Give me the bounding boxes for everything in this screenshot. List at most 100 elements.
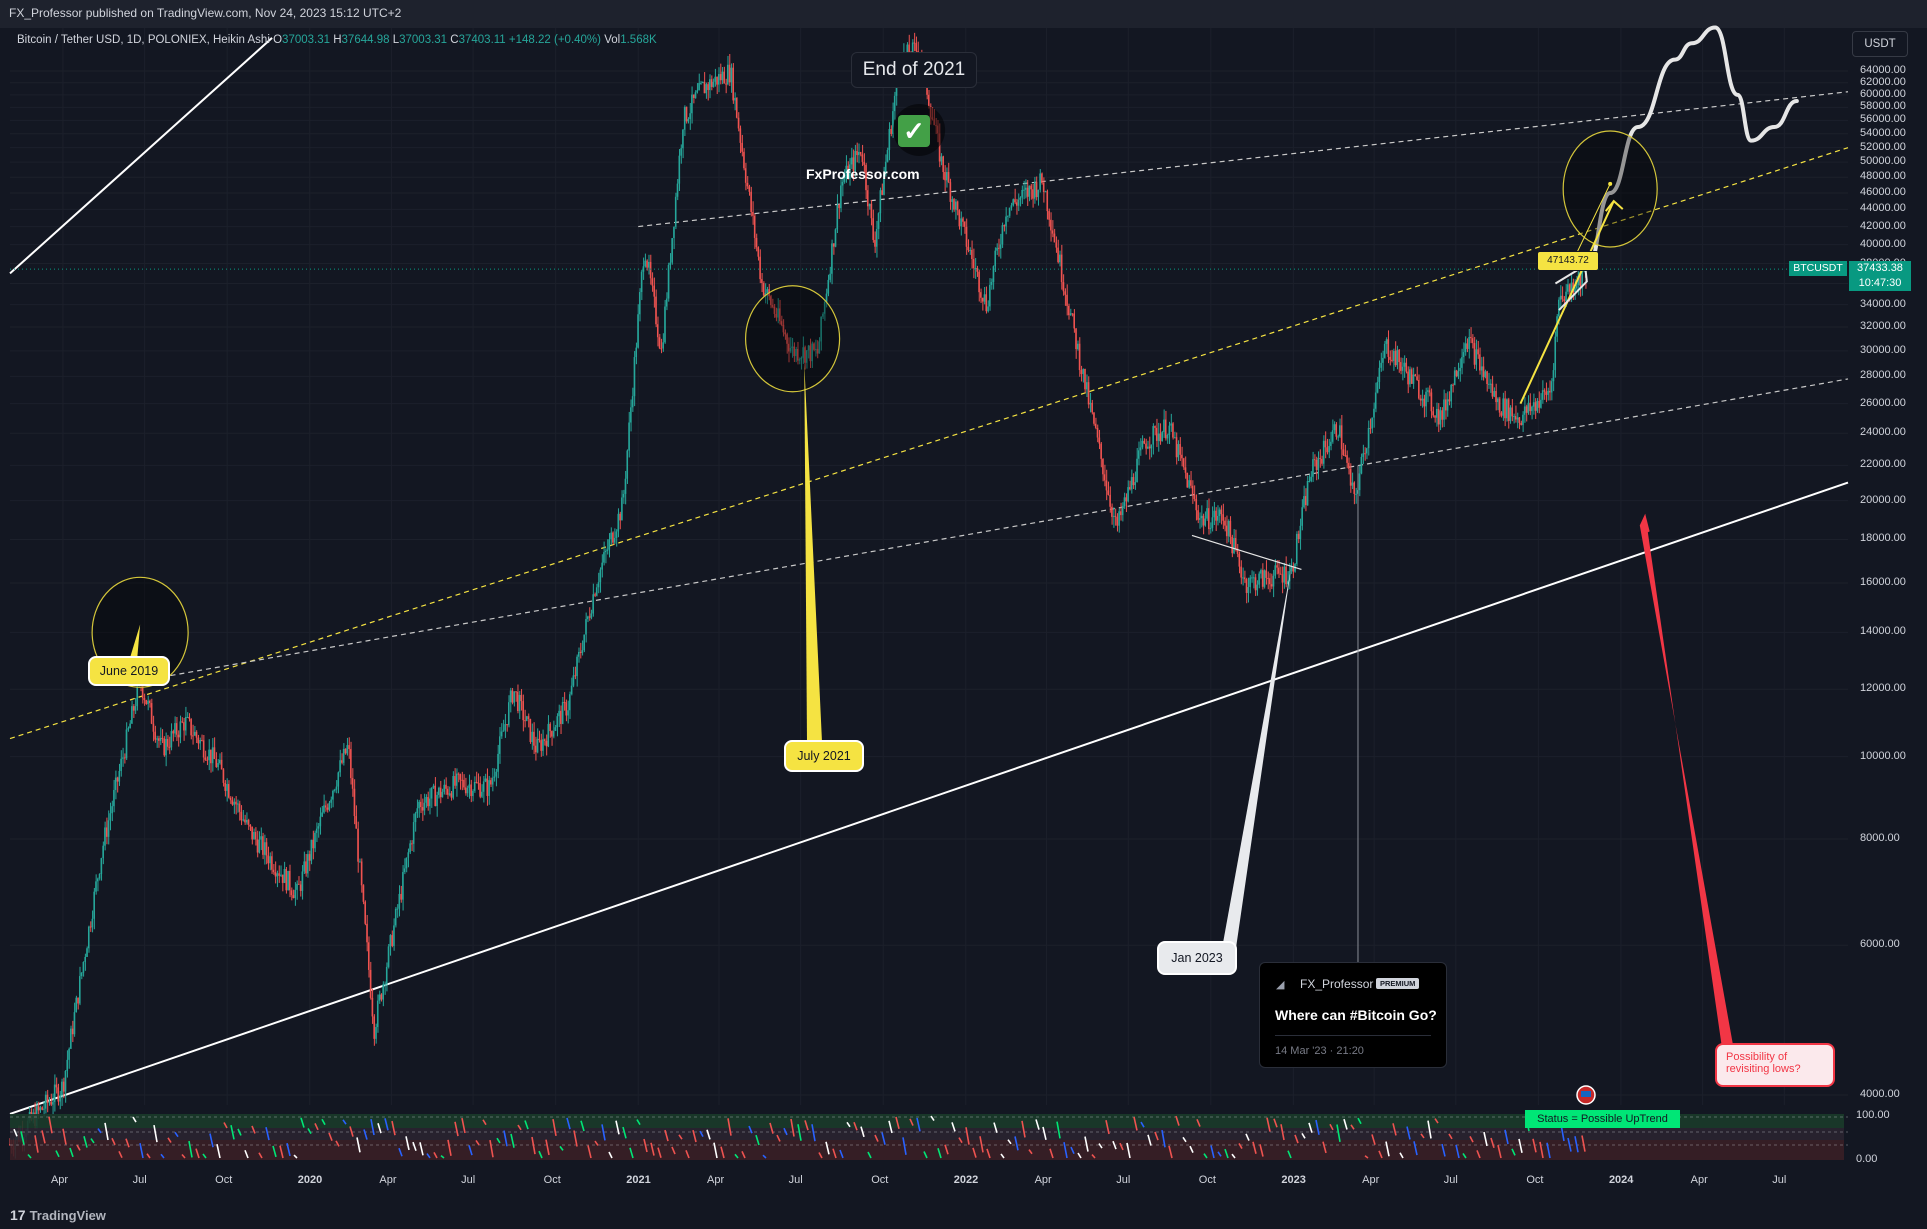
related-idea-card[interactable]: ◢ FX_Professor PREMIUM Where can #Bitcoi… (1259, 962, 1447, 1068)
y-tick-label: 40000.00 (1860, 237, 1906, 250)
y-tick-label: 44000.00 (1860, 202, 1906, 215)
candle-body (1529, 402, 1531, 412)
osc-stroke (1336, 1124, 1341, 1142)
candle-body (1349, 468, 1352, 486)
candle-body (1418, 379, 1420, 399)
candle-body (486, 778, 489, 796)
candle-body (1407, 371, 1409, 385)
candle-body (1129, 487, 1131, 490)
candle-body (761, 279, 763, 284)
candle-body (1161, 432, 1163, 442)
candle-body (220, 759, 223, 770)
target-value-label[interactable]: 47143.72 (1537, 251, 1599, 271)
osc-stroke (398, 1147, 403, 1157)
osc-stroke (944, 1144, 949, 1155)
candle-body (524, 720, 526, 722)
osc-stroke (909, 1118, 914, 1126)
candle-body (317, 826, 320, 829)
idea-author[interactable]: FX_Professor (1300, 977, 1374, 991)
tradingview-logo-icon: 17 (10, 1207, 26, 1223)
candle-body (735, 97, 738, 118)
candle-body (1139, 447, 1142, 451)
symbol-name: Bitcoin / Tether USD, 1D, POLONIEX, Heik… (17, 34, 270, 46)
low-label: L (392, 34, 400, 46)
candle-body (1470, 336, 1472, 339)
close-label: C (450, 34, 459, 46)
candle-body (236, 803, 239, 805)
candle-body (1116, 516, 1119, 526)
osc-stroke (1028, 1149, 1033, 1155)
currency-button[interactable]: USDT (1852, 31, 1908, 57)
candle-body (1042, 182, 1045, 192)
osc-stroke (650, 1142, 655, 1156)
candle-body (1574, 288, 1576, 293)
candle-body (1091, 402, 1093, 413)
candle-body (1019, 197, 1022, 200)
osc-stroke (1322, 1141, 1327, 1154)
candle-body (1324, 440, 1327, 448)
osc-stroke (1532, 1138, 1537, 1153)
premium-badge: PREMIUM (1376, 978, 1420, 989)
candle-body (863, 161, 865, 165)
candle-body (680, 148, 682, 156)
trendline (9, 147, 1849, 740)
candle-body (779, 308, 781, 322)
candle-body (574, 675, 577, 677)
candle-body (554, 727, 557, 731)
osc-stroke (370, 1119, 375, 1136)
candle-body (1511, 407, 1513, 417)
candle-body (665, 298, 668, 307)
osc-stroke (1182, 1136, 1187, 1143)
candle-body (400, 893, 402, 900)
candle-body (1024, 187, 1027, 190)
candle-body (874, 239, 876, 247)
osc-stroke (874, 1134, 879, 1142)
july-2021-callout[interactable]: July 2021 (784, 740, 864, 772)
end-of-2021-label[interactable]: End of 2021 (851, 52, 977, 88)
candle-body (55, 1084, 58, 1088)
candle-body (1457, 371, 1460, 377)
candle-body (709, 79, 711, 90)
candle-body (1319, 457, 1321, 459)
y-tick-label: 16000.00 (1860, 576, 1906, 588)
candle-body (1055, 242, 1058, 248)
candle-body (48, 1101, 51, 1103)
candle-body (75, 997, 78, 1013)
candle-body (132, 706, 135, 711)
candle-body (287, 870, 289, 891)
publish-line: FX_Professor published on TradingView.co… (9, 6, 402, 20)
candle-body (712, 81, 715, 87)
candle-body (210, 749, 212, 764)
candle-body (757, 247, 760, 257)
candle-body (626, 450, 629, 479)
osc-stroke (1175, 1115, 1180, 1126)
osc-stroke (692, 1130, 697, 1143)
candle-body (1012, 199, 1014, 206)
candle-body (240, 811, 243, 821)
candle-body (1453, 370, 1456, 385)
candle-body (1479, 354, 1481, 371)
jan-2023-callout[interactable]: Jan 2023 (1157, 941, 1237, 975)
osc-stroke (34, 1135, 39, 1153)
osc-stroke (1077, 1152, 1082, 1159)
candle-body (818, 341, 821, 354)
tradingview-logo[interactable]: 17 TradingView (10, 1207, 106, 1223)
candle-body (585, 619, 587, 635)
revisit-lows-callout[interactable]: Possibility of revisiting lows? (1715, 1043, 1835, 1087)
candle-body (800, 357, 803, 360)
candle-body (911, 42, 914, 59)
candle-body (1242, 577, 1244, 579)
candle-body (520, 694, 523, 702)
y-tick-label: 46000.00 (1860, 185, 1906, 198)
idea-title[interactable]: Where can #Bitcoin Go? (1275, 1007, 1437, 1023)
candle-body (1541, 390, 1544, 400)
candle-body (193, 731, 196, 736)
trendline (9, 37, 273, 275)
candle-body (1414, 374, 1417, 377)
candle-body (1260, 570, 1262, 574)
june-2019-callout[interactable]: June 2019 (88, 656, 170, 686)
candle-body (1471, 338, 1474, 344)
osc-stroke (230, 1125, 235, 1140)
osc-stroke (1420, 1133, 1425, 1139)
